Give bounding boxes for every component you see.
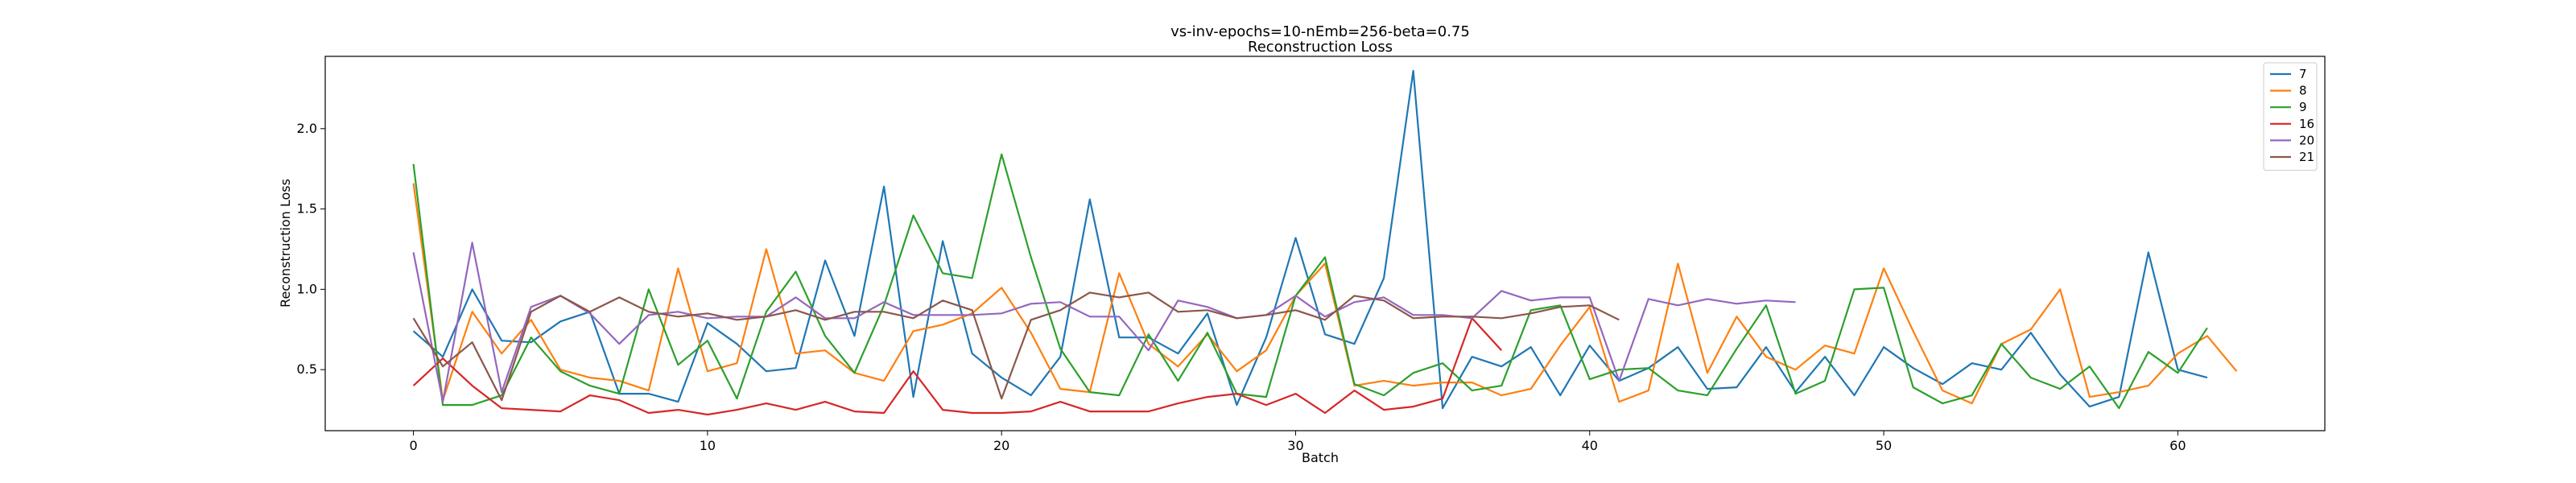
series-line-20: [412, 242, 1796, 403]
y-axis: 0.5 1.0 1.5 2.0: [297, 121, 325, 377]
legend: 7 8 9 16 20 21: [2263, 62, 2318, 171]
series-line-7: [412, 69, 2208, 410]
x-tick-label: 40: [1582, 438, 1598, 453]
legend-label: 9: [2299, 100, 2307, 114]
series-line-8: [412, 183, 2238, 405]
series-line-16: [412, 317, 1503, 416]
x-tick-label: 0: [409, 438, 417, 453]
plot-area: [324, 56, 2326, 431]
y-axis-label: Reconstruction Loss: [278, 179, 293, 308]
y-tick-label: 0.5: [297, 361, 317, 377]
plot-frame: [324, 56, 2326, 431]
legend-box: [2263, 62, 2318, 171]
x-tick-label: 10: [700, 438, 716, 453]
x-axis-label: Batch: [1302, 450, 1339, 465]
x-tick-label: 60: [2169, 438, 2186, 453]
y-tick-label: 2.0: [297, 121, 317, 136]
series-line-21: [412, 291, 1620, 402]
y-tick-label: 1.0: [297, 281, 317, 296]
y-tick-label: 1.5: [297, 201, 317, 217]
legend-label: 8: [2299, 84, 2307, 98]
x-axis: 0 10 20 30 40 50 60: [409, 431, 2186, 453]
legend-label: 20: [2299, 133, 2314, 147]
x-tick-label: 50: [1876, 438, 1892, 453]
legend-label: 21: [2299, 150, 2314, 164]
series-line-9: [412, 153, 2208, 410]
legend-label: 7: [2299, 67, 2307, 81]
chart-subtitle: Reconstruction Loss: [1248, 39, 1393, 56]
series-layer: [412, 69, 2238, 416]
x-tick-label: 30: [1287, 438, 1303, 453]
legend-label: 16: [2299, 117, 2314, 131]
x-tick-label: 20: [993, 438, 1009, 453]
chart-title: vs-inv-epochs=10-nEmb=256-beta=0.75: [1170, 23, 1470, 40]
